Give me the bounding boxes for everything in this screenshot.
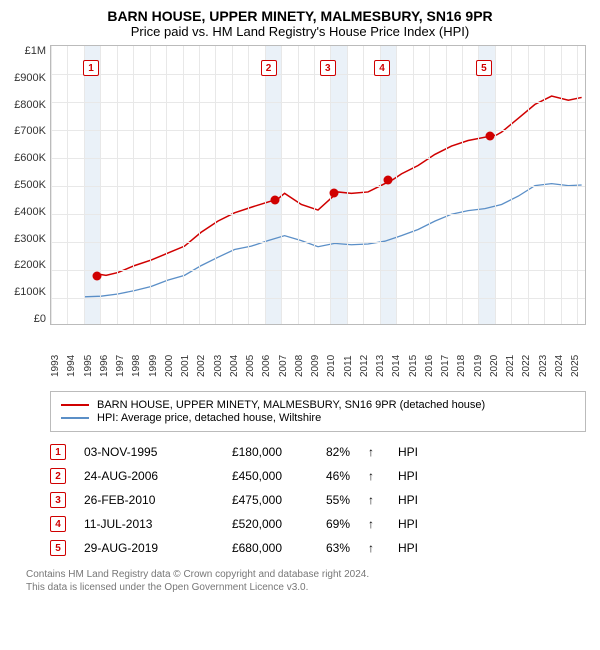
- legend: BARN HOUSE, UPPER MINETY, MALMESBURY, SN…: [50, 391, 586, 432]
- chart-title: BARN HOUSE, UPPER MINETY, MALMESBURY, SN…: [14, 8, 586, 24]
- x-axis: 1993199419951996199719981999200020012002…: [50, 355, 586, 385]
- transaction-row: 1 03-NOV-1995 £180,000 82% ↑ HPI: [50, 440, 586, 464]
- chart-marker-1: 1: [83, 60, 99, 76]
- transactions-table: 1 03-NOV-1995 £180,000 82% ↑ HPI2 24-AUG…: [50, 440, 586, 560]
- footer-line1: Contains HM Land Registry data © Crown c…: [26, 568, 586, 581]
- chart-marker-4: 4: [374, 60, 390, 76]
- footer-line2: This data is licensed under the Open Gov…: [26, 581, 586, 594]
- transaction-row: 5 29-AUG-2019 £680,000 63% ↑ HPI: [50, 536, 586, 560]
- chart-subtitle: Price paid vs. HM Land Registry's House …: [14, 24, 586, 39]
- y-axis: £1M£900K£800K£700K£600K£500K£400K£300K£2…: [14, 45, 50, 325]
- chart-marker-5: 5: [476, 60, 492, 76]
- transaction-row: 4 11-JUL-2013 £520,000 69% ↑ HPI: [50, 512, 586, 536]
- transaction-row: 2 24-AUG-2006 £450,000 46% ↑ HPI: [50, 464, 586, 488]
- plot-area: 1 2 3 4 5: [50, 45, 586, 325]
- chart-marker-3: 3: [320, 60, 336, 76]
- chart-marker-2: 2: [261, 60, 277, 76]
- transaction-row: 3 26-FEB-2010 £475,000 55% ↑ HPI: [50, 488, 586, 512]
